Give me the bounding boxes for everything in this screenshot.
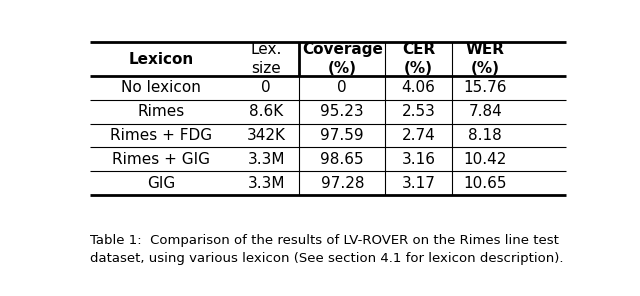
- Text: 3.16: 3.16: [401, 152, 435, 167]
- Text: 98.65: 98.65: [321, 152, 364, 167]
- Text: 7.84: 7.84: [468, 104, 502, 119]
- Text: 0: 0: [261, 81, 271, 95]
- Text: Rimes + GIG: Rimes + GIG: [113, 152, 211, 167]
- Text: 8.18: 8.18: [468, 128, 502, 143]
- Text: CER
(%): CER (%): [402, 42, 435, 76]
- Text: 342K: 342K: [246, 128, 285, 143]
- Text: 10.42: 10.42: [463, 152, 507, 167]
- Text: 8.6K: 8.6K: [249, 104, 284, 119]
- Text: Rimes + FDG: Rimes + FDG: [110, 128, 212, 143]
- Text: Table 1:  Comparison of the results of LV-ROVER on the Rimes line test
dataset, : Table 1: Comparison of the results of LV…: [90, 234, 563, 265]
- Text: 3.17: 3.17: [401, 176, 435, 191]
- Text: 3.3M: 3.3M: [247, 152, 285, 167]
- Text: 2.53: 2.53: [401, 104, 435, 119]
- Text: 10.65: 10.65: [463, 176, 507, 191]
- Text: No lexicon: No lexicon: [122, 81, 202, 95]
- Text: 4.06: 4.06: [401, 81, 435, 95]
- Text: 95.23: 95.23: [321, 104, 364, 119]
- Text: 15.76: 15.76: [463, 81, 507, 95]
- Text: Coverage
(%): Coverage (%): [302, 42, 383, 76]
- Text: 97.28: 97.28: [321, 176, 364, 191]
- Text: GIG: GIG: [147, 176, 175, 191]
- Text: 97.59: 97.59: [321, 128, 364, 143]
- Text: 0: 0: [337, 81, 347, 95]
- Text: 3.3M: 3.3M: [247, 176, 285, 191]
- Text: Lex.
size: Lex. size: [250, 42, 282, 76]
- Text: 2.74: 2.74: [401, 128, 435, 143]
- Text: Rimes: Rimes: [138, 104, 185, 119]
- Text: WER
(%): WER (%): [466, 42, 504, 76]
- Text: Lexicon: Lexicon: [129, 52, 194, 67]
